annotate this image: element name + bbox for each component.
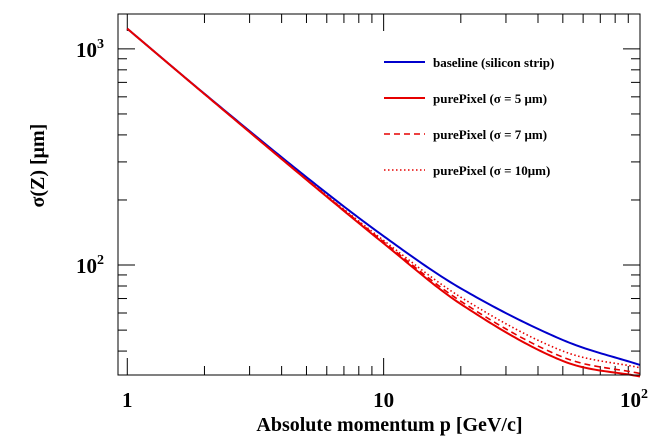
y-tick-label-exponent: 2	[97, 253, 104, 268]
legend-label-2: purePixel (σ = 5 μm)	[433, 91, 547, 106]
minor-ticks	[118, 14, 640, 375]
legend: baseline (silicon strip) purePixel (σ = 5…	[384, 55, 554, 178]
plot-frame	[117, 13, 641, 376]
legend-label-3: purePixel (σ = 7 μm)	[433, 127, 547, 142]
series-layer	[126, 27, 641, 378]
y-tick-label-exponent: 3	[97, 37, 104, 52]
legend-label-1: baseline (silicon strip)	[433, 55, 554, 70]
legend-label-4: purePixel (σ = 10μm)	[433, 163, 550, 178]
series-line-4	[126, 28, 641, 369]
x-axis-title: Absolute momentum p [GeV/c]	[256, 414, 522, 436]
x-tick-label: 10	[373, 388, 394, 412]
x-tick-label-exponent: 2	[641, 387, 648, 402]
x-tick-label: 1	[122, 388, 133, 412]
y-axis-title: σ(Z) [μm]	[27, 124, 49, 208]
series-line-3	[126, 28, 641, 375]
